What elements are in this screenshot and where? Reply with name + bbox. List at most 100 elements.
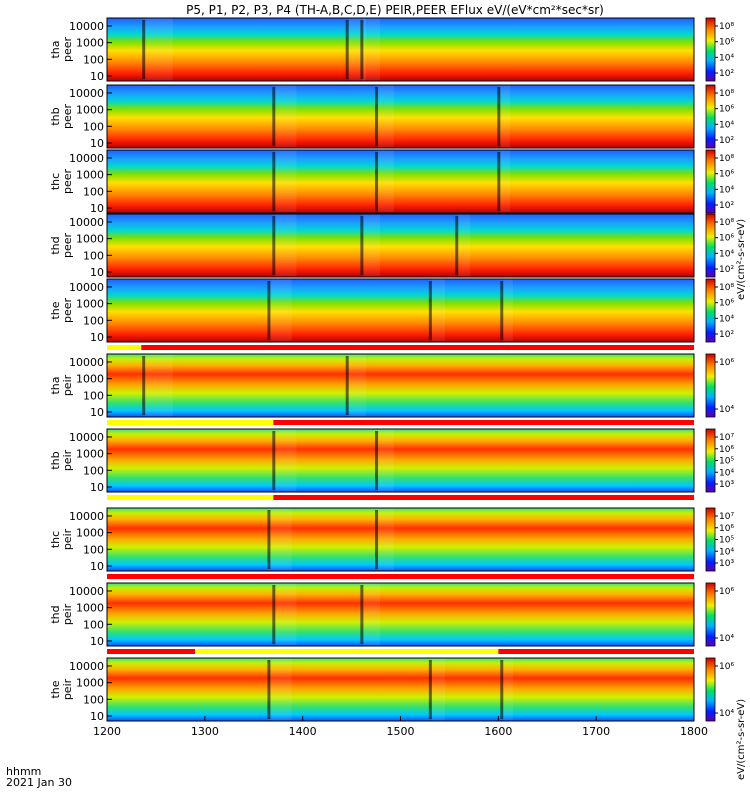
y-tick-label: 10000 — [69, 152, 104, 165]
spectrogram-thc-peer — [107, 150, 694, 213]
transition-shade — [275, 150, 297, 213]
y-tick-label: 100 — [83, 389, 104, 402]
transition-mark — [360, 585, 364, 644]
panel-frame — [106, 278, 695, 343]
panel-label: thcpeer — [49, 169, 74, 195]
y-tick-label: 1000 — [76, 373, 104, 386]
transition-mark — [360, 20, 364, 79]
panel-thc-peer: 10 100 1000 10000 thcpeer 10⁸ 10⁶ 10⁴ 10² — [49, 149, 734, 215]
colorbar-tick-label: 10⁴ — [719, 249, 734, 259]
spectrogram-thd-peer — [107, 214, 694, 277]
y-tick-label: 10000 — [69, 281, 104, 294]
y-tick-label: 10000 — [69, 216, 104, 229]
transition-mark — [142, 356, 146, 415]
y-tick-label: 10 — [90, 266, 104, 279]
colorbar-tick-label: 10⁶ — [719, 662, 734, 672]
y-tick-label: 1000 — [76, 602, 104, 615]
y-tick-label: 10 — [90, 560, 104, 573]
colorbar-tick-label: 10² — [719, 201, 734, 211]
transition-mark — [375, 87, 379, 146]
colorbar — [705, 213, 716, 278]
y-tick-label: 100 — [83, 249, 104, 262]
y-tick-label: 1000 — [76, 233, 104, 246]
panel-frame — [106, 582, 695, 647]
panel-the-peir: 10 100 1000 10000 thepeir 10⁶ 10⁴ — [49, 657, 734, 723]
transition-mark — [500, 281, 504, 340]
colorbar — [705, 278, 716, 343]
panel-frame — [106, 428, 695, 493]
colorbar — [705, 507, 716, 572]
y-tick-label: 1000 — [76, 677, 104, 690]
colorbar-tick-label: 10⁸ — [719, 22, 734, 32]
colorbar-tick-label: 10⁷ — [719, 512, 734, 522]
mode-bar-segment — [273, 420, 694, 425]
colorbar — [705, 428, 716, 493]
panel-thd-peer: 10 100 1000 10000 thdpeer 10⁸ 10⁶ 10⁴ 10² — [49, 213, 734, 279]
x-tick-label: 1400 — [289, 725, 317, 738]
colorbar-tick-label: 10⁴ — [719, 120, 734, 130]
transition-shade — [363, 583, 380, 646]
y-tick-label: 10000 — [69, 431, 104, 444]
mode-bar — [107, 495, 694, 500]
colorbar-tick-label: 10⁶ — [719, 105, 734, 115]
transition-mark — [272, 87, 276, 146]
panel-label: thdpeir — [49, 603, 74, 625]
y-tick-label: 10 — [90, 137, 104, 150]
colorbar-tick-label: 10⁸ — [719, 218, 734, 228]
colorbar-tick-label: 10⁶ — [719, 587, 734, 597]
colorbar-tick-label: 10³ — [719, 480, 734, 490]
transition-mark — [272, 431, 276, 490]
panel-frame — [106, 17, 695, 82]
transition-shade — [378, 150, 394, 213]
transition-mark — [428, 660, 432, 719]
y-tick-label: 100 — [83, 53, 104, 66]
panels-group: 10100100010000thapeer10⁸10⁶10⁴10²1010010… — [49, 17, 734, 723]
y-tick-label: 10000 — [69, 87, 104, 100]
colorbar-tick-label: 10⁴ — [719, 634, 734, 644]
y-tick-label: 10 — [90, 202, 104, 215]
colorbar — [705, 582, 716, 647]
mode-bar-segment — [107, 420, 274, 425]
spectrogram-thb-peir — [107, 429, 694, 492]
transition-shade — [275, 214, 297, 277]
transition-mark — [375, 152, 379, 211]
transition-shade — [500, 85, 511, 148]
transition-mark — [267, 660, 271, 719]
colorbar — [705, 353, 716, 418]
mode-bar-segment — [107, 574, 694, 579]
colorbar-tick-label: 10² — [719, 69, 734, 79]
transition-mark — [345, 20, 349, 79]
transition-shade — [503, 658, 513, 721]
transition-mark — [345, 356, 349, 415]
panel-label: thapeer — [49, 37, 74, 63]
x-tick-label: 1300 — [191, 725, 219, 738]
colorbar-tick-label: 10⁵ — [719, 457, 734, 467]
transition-shade — [431, 279, 446, 342]
transition-mark — [500, 660, 504, 719]
mode-bar-segment — [141, 345, 694, 350]
transition-mark — [142, 20, 146, 79]
mode-bar — [107, 574, 694, 579]
colorbar-axis-label-electron: eV/(cm²-s-sr-eV) — [736, 219, 747, 300]
panel-the-peer: 10 100 1000 10000 thepeer 10⁸ 10⁶ 10⁴ 10² — [49, 278, 734, 344]
transition-shade — [500, 150, 511, 213]
colorbar — [705, 84, 716, 149]
transition-mark — [375, 431, 379, 490]
panel-tha-peir: 10 100 1000 10000 thapeir 10⁶ 10⁴ — [49, 353, 734, 419]
transition-mark — [497, 152, 501, 211]
y-tick-label: 10 — [90, 710, 104, 723]
transition-shade — [275, 429, 297, 492]
x-tick-label: 1200 — [93, 725, 121, 738]
transition-shade — [270, 279, 292, 342]
mode-bar-segment — [107, 345, 142, 350]
transition-shade — [378, 85, 394, 148]
transition-shade — [348, 354, 367, 417]
y-tick-label: 1000 — [76, 104, 104, 117]
panel-frame — [106, 213, 695, 278]
y-tick-label: 100 — [83, 693, 104, 706]
colorbar-tick-label: 10⁴ — [719, 314, 734, 324]
transition-mark — [272, 152, 276, 211]
transition-shade — [270, 508, 292, 571]
panel-frame — [106, 353, 695, 418]
